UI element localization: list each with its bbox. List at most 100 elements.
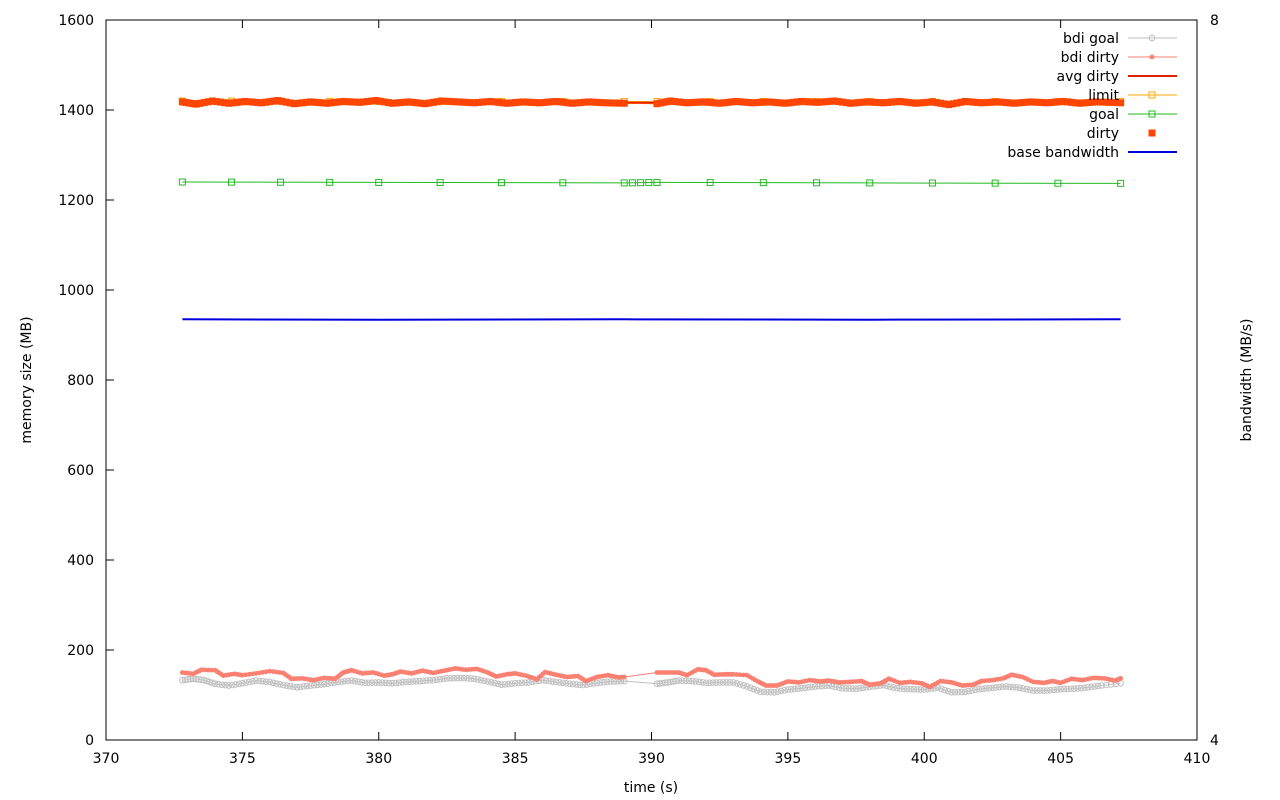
x-tick-label: 405 [1047,751,1074,767]
data-point-bdi-goal [511,680,519,687]
data-point-bdi-goal [559,679,567,687]
data-point-bdi-goal [344,677,352,685]
data-point-bdi-goal [852,685,860,693]
data-point-bdi-goal [603,678,611,686]
data-point-bdi-goal [491,679,498,687]
data-point-dirty [1092,98,1100,106]
data-point-bdi-goal [358,678,366,686]
data-point-bdi-goal [225,682,233,689]
data-point-bdi-goal [982,685,989,692]
data-point-dirty [577,99,585,107]
data-point-bdi-goal [859,684,867,692]
data-point-bdi-goal [839,684,846,692]
data-point-dirty [270,97,278,105]
data-point-dirty [589,98,597,106]
data-point-dirty [740,98,748,106]
data-point-dirty [765,98,773,106]
data-point-dirty [855,99,863,107]
data-point-dirty [405,98,413,106]
data-point-dirty [712,99,720,107]
data-point-dirty [466,99,474,107]
data-point-bdi-goal [580,681,587,689]
data-point-dirty [425,99,433,107]
data-point-bdi-goal [545,677,553,685]
data-point-dirty [1006,99,1014,107]
data-point-dirty [262,98,270,106]
data-point-dirty [507,99,515,107]
data-point-bdi-goal [518,679,526,687]
data-point-dirty [437,97,445,105]
legend-label: avg dirty [1056,69,1119,85]
data-point-bdi-goal [552,678,560,686]
data-point-bdi-goal [1091,683,1099,690]
data-point-goal [759,179,767,187]
data-point-dirty [814,98,822,106]
data-point-bdi-goal [695,678,703,686]
data-point-dirty [703,98,711,106]
data-point-dirty [544,98,552,106]
data-point-bdi-goal [958,688,966,696]
data-point-bdi-dirty [737,672,743,678]
data-point-dirty [1098,98,1106,106]
data-point-goal [866,179,874,187]
data-point-bdi-goal [607,678,614,685]
data-point-dirty [826,97,834,105]
data-point-bdi-dirty [205,667,211,673]
data-point-dirty [392,99,400,107]
data-point-bdi-goal [985,684,993,692]
data-point-dirty [572,99,580,107]
data-point-dirty [798,97,806,105]
data-point-bdi-goal [368,679,376,686]
x-tick-label: 375 [229,751,256,767]
legend-item-goal: goal [1089,107,1177,123]
data-point-bdi-goal [1088,683,1095,691]
data-point-bdi-goal [972,686,979,694]
data-point-bdi-goal [934,684,942,692]
data-point-bdi-goal [883,682,891,690]
data-point-bdi-goal [948,689,955,696]
data-point-dirty [773,99,781,107]
data-point-bdi-goal [760,688,768,696]
data-point-bdi-dirty [741,672,746,678]
data-point-bdi-goal [1098,682,1105,689]
y-tick-label: 400 [67,553,94,569]
data-point-bdi-goal [726,679,734,686]
data-point-bdi-goal [378,679,386,686]
data-point-dirty [920,99,928,107]
data-point-dirty [945,101,953,109]
data-point-dirty [912,99,920,107]
data-point-bdi-goal [525,679,533,686]
legend-item-bdi-dirty: bdi dirty [1061,50,1177,66]
data-point-goal [653,178,661,186]
series-layer [178,97,1125,696]
data-point-bdi-goal [757,688,764,696]
data-point-bdi-goal [719,679,727,686]
data-point-dirty [433,98,441,106]
data-point-dirty [1039,99,1047,107]
data-point-dirty [495,98,503,106]
data-point-bdi-goal [283,682,290,689]
data-point-dirty [879,99,887,107]
data-point-bdi-goal [273,680,280,687]
data-point-dirty [871,98,879,106]
data-point-bdi-goal [375,679,383,686]
data-point-bdi-goal [1050,686,1058,694]
data-point-dirty [675,98,683,106]
data-point-dirty [691,98,699,106]
data-point-bdi-goal [910,685,918,693]
data-point-bdi-goal [556,679,563,686]
data-point-dirty [851,99,859,107]
data-point-dirty [830,97,838,105]
data-point-goal [645,179,653,187]
data-point-dirty [606,99,614,107]
data-point-bdi-goal [805,684,812,691]
data-point-dirty [1059,97,1067,105]
data-point-bdi-goal [1103,681,1110,689]
data-point-bdi-goal [307,682,314,689]
data-point-bdi-goal [569,680,577,688]
data-point-goal [178,178,186,186]
data-point-bdi-goal [443,675,451,682]
data-point-bdi-goal [508,680,516,687]
data-point-dirty [838,98,846,106]
data-point-dirty [982,99,990,107]
